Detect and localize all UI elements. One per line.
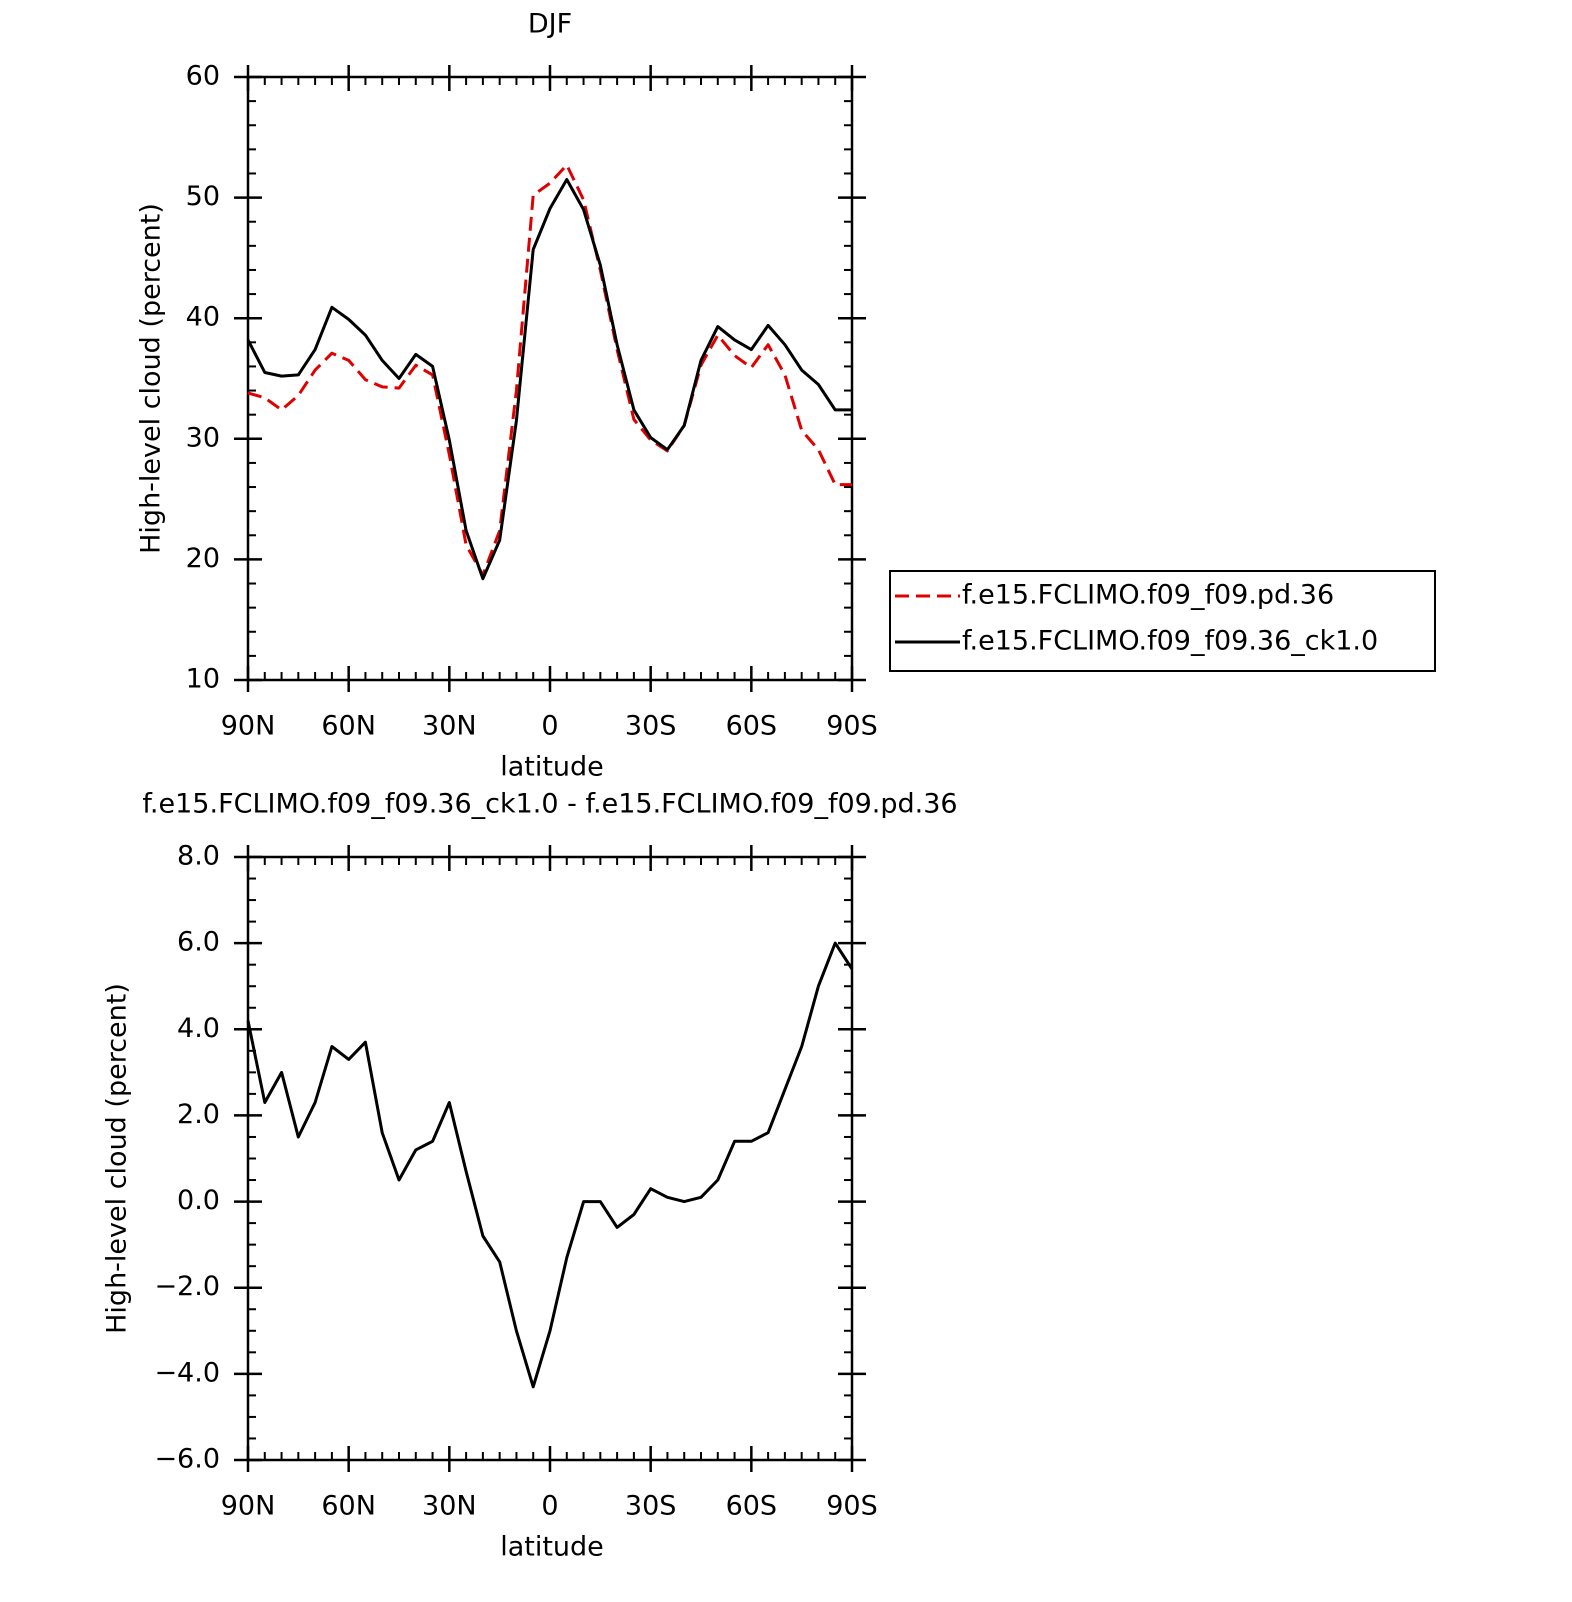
chart-title: DJF (528, 9, 572, 40)
x-tick-label: 30S (625, 1491, 677, 1522)
x-tick-label: 60S (726, 711, 778, 742)
y-axis-label: High-level cloud (percent) (136, 203, 167, 554)
y-tick-label: 20 (186, 543, 220, 574)
y-axis-label: High-level cloud (percent) (102, 983, 133, 1334)
x-tick-label: 90N (221, 711, 276, 742)
plot-frame (246, 75, 854, 682)
legend-label: f.e15.FCLIMO.f09_f09.pd.36 (962, 580, 1334, 611)
x-tick-label: 30N (422, 1491, 477, 1522)
data-line (246, 941, 854, 1389)
y-tick-label: 60 (186, 61, 220, 92)
y-tick-label: 0.0 (177, 1185, 220, 1216)
chart-title: f.e15.FCLIMO.f09_f09.36_ck1.0 - f.e15.FC… (142, 789, 957, 820)
x-tick-label: 90S (826, 1491, 878, 1522)
y-tick-label: 8.0 (177, 841, 220, 872)
legend-label: f.e15.FCLIMO.f09_f09.36_ck1.0 (962, 626, 1378, 657)
x-tick-label: 30S (625, 711, 677, 742)
y-tick-label: 6.0 (177, 927, 220, 958)
y-tick-label: 4.0 (177, 1013, 220, 1044)
plot-frame (246, 855, 854, 1462)
x-axis-label: latitude (500, 752, 604, 783)
y-tick-label: 2.0 (177, 1099, 220, 1130)
x-tick-label: 60N (321, 1491, 376, 1522)
x-axis-label: latitude (500, 1532, 604, 1563)
x-tick-label: 0 (541, 1491, 558, 1522)
data-line (247, 163, 852, 577)
x-tick-label: 90N (221, 1491, 276, 1522)
y-tick-label: 40 (186, 302, 220, 333)
y-tick-label: 10 (186, 664, 220, 695)
x-tick-label: 90S (826, 711, 878, 742)
y-tick-label: −6.0 (154, 1444, 220, 1475)
x-tick-label: 60S (726, 1491, 778, 1522)
x-tick-label: 30N (422, 711, 477, 742)
y-tick-label: −4.0 (154, 1357, 220, 1388)
y-tick-label: 50 (186, 181, 220, 212)
legend-box (889, 570, 1436, 672)
x-tick-label: 60N (321, 711, 376, 742)
data-line (246, 178, 852, 581)
y-tick-label: −2.0 (154, 1271, 220, 1302)
y-tick-label: 30 (186, 422, 220, 453)
x-tick-label: 0 (541, 711, 558, 742)
